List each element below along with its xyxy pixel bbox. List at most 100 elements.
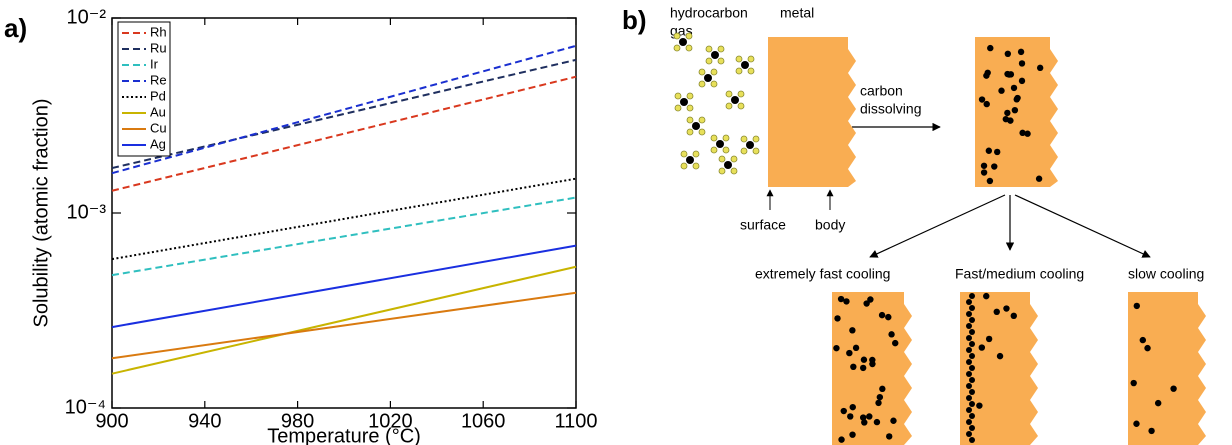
carbon-dot — [980, 162, 988, 169]
carbon-dot — [892, 339, 899, 347]
hydrogen-atom — [717, 45, 725, 53]
hydrogen-atom — [725, 90, 733, 98]
y-tick-label: 10⁻² — [67, 6, 107, 28]
hydrogen-atom — [685, 44, 693, 52]
carbon-dot — [966, 335, 972, 341]
hydrogen-atom — [686, 128, 694, 136]
carbon-dot — [993, 308, 1000, 316]
carbon-dot — [1018, 60, 1026, 67]
carbon-atom — [711, 51, 719, 59]
carbon-atom — [679, 38, 687, 46]
carbon-dot — [969, 353, 975, 359]
carbon-dot — [978, 344, 986, 351]
hydrogen-atom — [692, 150, 700, 158]
hydrogen-atom — [737, 90, 745, 98]
carbon-atom — [704, 74, 712, 82]
carbon-dot — [966, 299, 972, 305]
carbon-dot — [1017, 48, 1025, 56]
series-line — [111, 265, 577, 375]
hydrogen-atom — [725, 102, 733, 110]
carbon-dot — [985, 147, 993, 154]
x-tick-label: 900 — [95, 410, 128, 432]
hydrogen-atom — [752, 147, 760, 155]
carbon-dot — [1133, 420, 1140, 427]
hydrogen-atom — [698, 80, 706, 88]
x-tick-label: 940 — [188, 410, 221, 432]
carbon-dot — [978, 96, 986, 103]
hydrogen-atom — [718, 155, 726, 163]
carbon-dot — [1004, 109, 1011, 117]
carbon-dot — [966, 431, 972, 437]
carbon-dot — [966, 395, 972, 401]
carbon-dot — [1010, 312, 1017, 320]
metal-label: metal — [780, 5, 814, 21]
carbon-dot — [969, 389, 975, 395]
outcome-label: extremely fast cooling — [755, 266, 890, 282]
carbon-dot — [869, 360, 876, 368]
carbon-dot — [966, 371, 972, 377]
x-tick-label: 1060 — [461, 410, 506, 432]
arrow — [869, 194, 1006, 258]
carbon-dot — [1003, 305, 1010, 312]
hydrogen-atom — [685, 32, 693, 40]
carbon-dot — [969, 293, 975, 299]
hydrogen-atom — [730, 167, 738, 175]
carbon-dot — [1018, 77, 1026, 85]
carbon-dot — [1170, 385, 1177, 392]
carbon-atom — [731, 96, 739, 104]
series-line — [111, 196, 577, 277]
carbon-atom — [716, 140, 724, 148]
carbon-dot — [969, 365, 975, 371]
carbon-dot — [986, 177, 994, 185]
carbon-dot — [860, 356, 868, 363]
hydrogen-atom — [680, 150, 688, 158]
carbon-dot — [1035, 175, 1043, 182]
panel-label: b) — [622, 5, 647, 35]
diagram: hydrocarbon gas metal carbon dissolving … — [670, 5, 1206, 445]
metal-block — [768, 37, 856, 187]
hydrogen-atom — [710, 146, 718, 154]
hydrogen-atom — [737, 102, 745, 110]
hydrogen-atom — [673, 32, 681, 40]
hydrogen-atom — [710, 68, 718, 76]
panel-label: a) — [4, 13, 27, 43]
carbon-dot — [1144, 344, 1151, 352]
carbon-dot — [1014, 94, 1021, 102]
carbon-dot — [849, 327, 856, 334]
arrow — [1014, 194, 1151, 258]
hydrogen-atom — [722, 134, 730, 142]
carbon-dot — [1024, 130, 1031, 137]
carbon-dot — [834, 315, 841, 322]
hydrogen-atom — [674, 104, 682, 112]
carbon-dot — [850, 363, 857, 371]
hydrogen-atom — [673, 44, 681, 52]
x-axis-title: Temperature (°C) — [267, 425, 421, 445]
carbon-dot — [866, 413, 873, 420]
carbon-dot — [985, 335, 993, 343]
carbon-dot — [843, 298, 850, 305]
carbon-dot — [969, 329, 975, 335]
legend-label: Cu — [150, 120, 167, 135]
carbon-dot — [1154, 399, 1162, 407]
hydrogen-atom — [692, 162, 700, 170]
gas-label: hydrocarbon — [670, 5, 748, 21]
carbon-dot — [1139, 336, 1147, 344]
outcome-label: Fast/medium cooling — [955, 266, 1084, 282]
legend-label: Ru — [150, 40, 167, 55]
carbon-dot — [969, 413, 975, 419]
carbon-atom — [724, 161, 732, 169]
series-line — [111, 291, 577, 360]
carbon-dot — [1130, 379, 1137, 387]
carbon-dot — [969, 425, 975, 431]
carbon-dot — [861, 419, 868, 426]
series-line — [111, 44, 577, 175]
carbon-dot — [838, 436, 845, 443]
legend-box — [117, 21, 171, 157]
carbon-dot — [886, 433, 893, 440]
carbon-dot — [879, 385, 886, 393]
carbon-dot — [852, 344, 860, 352]
carbon-dot — [847, 413, 854, 420]
legend-label: Au — [150, 104, 166, 119]
carbon-dot — [976, 402, 983, 409]
step-label: carbon — [860, 83, 903, 99]
